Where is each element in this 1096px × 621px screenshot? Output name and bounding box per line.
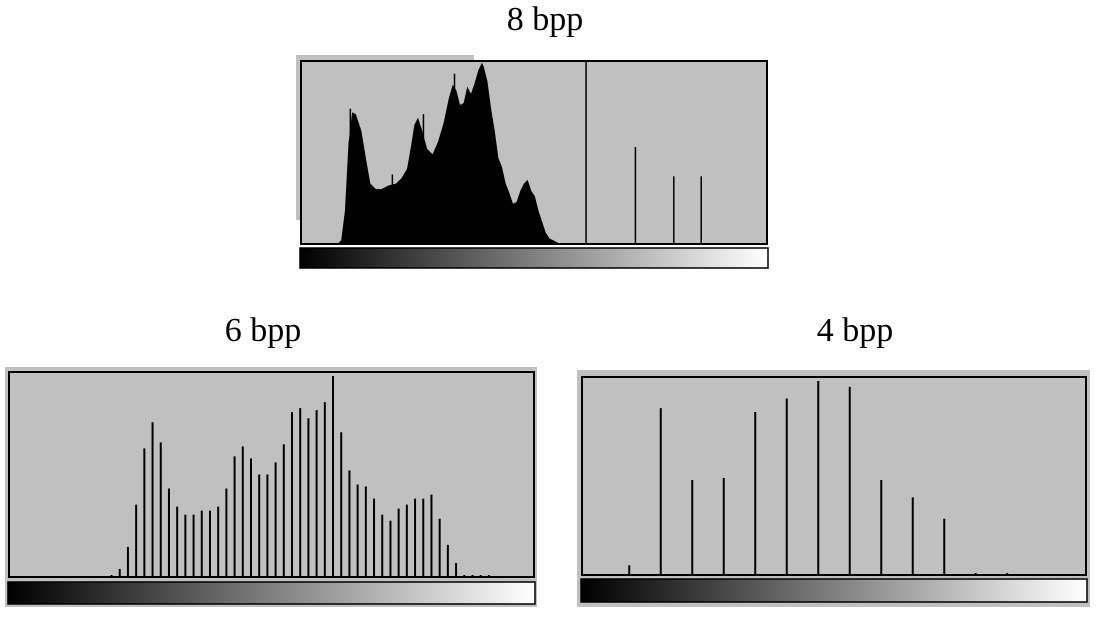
chart-title-8bpp: 8 bpp [506,1,584,38]
histogram-area-8bpp [301,62,767,244]
chart-title-6bpp: 6 bpp [224,312,302,349]
chart-title-4bpp: 4 bpp [816,312,894,349]
colorbar-8bpp [299,247,769,269]
plot-area-4bpp [581,376,1087,576]
colorbar-6bpp [7,581,536,605]
colorbar-4bpp [580,578,1088,603]
plot-area-6bpp [8,371,535,578]
